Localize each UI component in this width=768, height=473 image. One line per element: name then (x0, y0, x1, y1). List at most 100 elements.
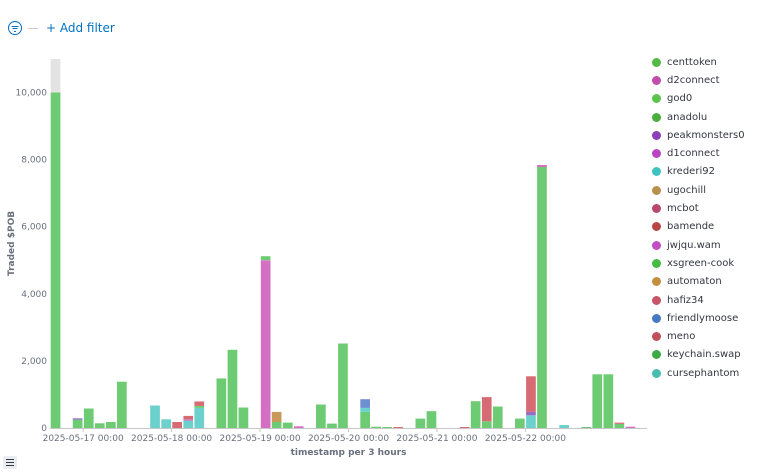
y-axis: 0 2,000 4,000 6,000 8,000 10,000 (16, 89, 48, 434)
bar-segment[interactable] (360, 411, 370, 428)
bar-segment[interactable] (515, 418, 525, 428)
bar-segment[interactable] (316, 404, 326, 429)
legend-item[interactable]: krederi92 (652, 163, 745, 181)
legend-item[interactable]: friendlymoose (652, 309, 745, 327)
legend-label: anadolu (667, 111, 708, 123)
bar-segment[interactable] (426, 411, 437, 428)
bar-segment[interactable] (216, 378, 227, 428)
bar-segment[interactable] (526, 376, 536, 412)
bar-segment[interactable] (161, 419, 171, 428)
bar-segment[interactable] (150, 405, 160, 429)
x-axis: 2025-05-17 00:00 2025-05-18 00:00 2025-05-… (43, 428, 566, 444)
bar-segment[interactable] (183, 420, 194, 428)
bar-segment[interactable] (238, 407, 249, 429)
bar-segment[interactable] (271, 422, 282, 428)
legend-item[interactable]: anadolu (652, 108, 745, 126)
bar-segment[interactable] (537, 165, 547, 167)
x-tick-label: 2025-05-20 00:00 (308, 434, 389, 444)
bar-segment[interactable] (603, 374, 614, 428)
legend-color-dot (652, 167, 661, 177)
x-tick-label: 2025-05-22 00:00 (485, 434, 566, 444)
bar-segment[interactable] (227, 349, 238, 428)
bar-segment[interactable] (271, 411, 282, 422)
bar-segment[interactable] (470, 401, 481, 428)
bar-segment[interactable] (526, 411, 536, 416)
legend-color-dot (652, 368, 661, 378)
filter-icon[interactable] (8, 21, 22, 35)
legend-label: centtoken (667, 56, 717, 68)
legend-label: mcbot (667, 203, 699, 215)
bar-segment[interactable] (50, 92, 61, 429)
bar-segment[interactable] (559, 425, 569, 428)
legend-color-dot (652, 258, 661, 268)
bar-segment[interactable] (360, 407, 370, 412)
bar-segment[interactable] (614, 424, 625, 428)
bar-segment[interactable] (106, 422, 116, 428)
filter-bar: + Add filter (8, 18, 115, 38)
bar-segment[interactable] (282, 422, 293, 428)
y-tick-label: 4,000 (21, 290, 47, 300)
bar-segment[interactable] (183, 415, 194, 420)
legend-color-dot (652, 57, 661, 67)
legend-label: friendlymoose (667, 312, 739, 324)
table-toggle-icon[interactable] (3, 456, 17, 469)
bar-segment[interactable] (415, 418, 426, 428)
bar-segment[interactable] (194, 401, 205, 406)
bar-segment[interactable] (625, 426, 636, 428)
add-filter-button[interactable]: + Add filter (46, 21, 115, 35)
legend-item[interactable]: centtoken (652, 53, 745, 71)
bar-segment[interactable] (117, 381, 127, 428)
bar-segment[interactable] (327, 423, 337, 428)
legend-item[interactable]: hafiz34 (652, 291, 745, 309)
bar-segment[interactable] (83, 408, 94, 429)
bar-segment[interactable] (393, 427, 404, 428)
bar-segment[interactable] (72, 419, 83, 428)
y-tick-label: 6,000 (21, 223, 47, 233)
legend-item[interactable]: bamende (652, 218, 745, 236)
legend-item[interactable]: cursephantom (652, 364, 745, 382)
legend-item[interactable]: keychain.swap (652, 346, 745, 364)
bar-segment[interactable] (172, 422, 182, 428)
bar-segment[interactable] (481, 421, 492, 428)
legend-item[interactable]: peakmonsters0 (652, 126, 745, 144)
legend-color-dot (652, 332, 661, 342)
bar-segment[interactable] (360, 399, 370, 408)
legend-item[interactable]: god0 (652, 90, 745, 108)
bar-segment[interactable] (293, 426, 304, 428)
bar-segment[interactable] (194, 405, 205, 408)
bar-segment[interactable] (183, 419, 194, 421)
bar-segment[interactable] (492, 406, 503, 429)
legend-item[interactable]: automaton (652, 273, 745, 291)
legend-item[interactable]: d1connect (652, 144, 745, 162)
bar-segment[interactable] (526, 415, 536, 428)
bar-segment[interactable] (614, 422, 625, 424)
legend-color-dot (652, 94, 661, 104)
bar-segment[interactable] (260, 256, 271, 261)
bar-segment[interactable] (592, 374, 603, 428)
y-tick-label: 10,000 (16, 89, 48, 99)
bar-segment[interactable] (537, 167, 547, 428)
bar-segment[interactable] (338, 343, 348, 429)
legend-label: peakmonsters0 (667, 129, 745, 141)
bar-segment[interactable] (371, 426, 381, 428)
bar-segment[interactable] (194, 407, 205, 428)
legend-color-dot (652, 222, 661, 232)
legend-item[interactable]: meno (652, 327, 745, 345)
bar-segment[interactable] (481, 397, 492, 422)
bar-segment[interactable] (459, 427, 470, 428)
bar-segment[interactable] (260, 260, 271, 428)
legend-item[interactable]: d2connect (652, 71, 745, 89)
legend-item[interactable]: ugochill (652, 181, 745, 199)
bar-segment[interactable] (94, 423, 105, 428)
bar-segment[interactable] (72, 418, 83, 420)
legend-item[interactable]: mcbot (652, 199, 745, 217)
legend-item[interactable]: jwjqu.wam (652, 236, 745, 254)
legend-color-dot (652, 240, 661, 250)
bar-segment[interactable] (581, 427, 592, 428)
bar-segment[interactable] (50, 59, 61, 93)
legend-label: cursephantom (667, 367, 740, 379)
x-tick-label: 2025-05-21 00:00 (396, 434, 477, 444)
legend-item[interactable]: xsgreen-cook (652, 254, 745, 272)
bar-segment[interactable] (382, 427, 393, 428)
